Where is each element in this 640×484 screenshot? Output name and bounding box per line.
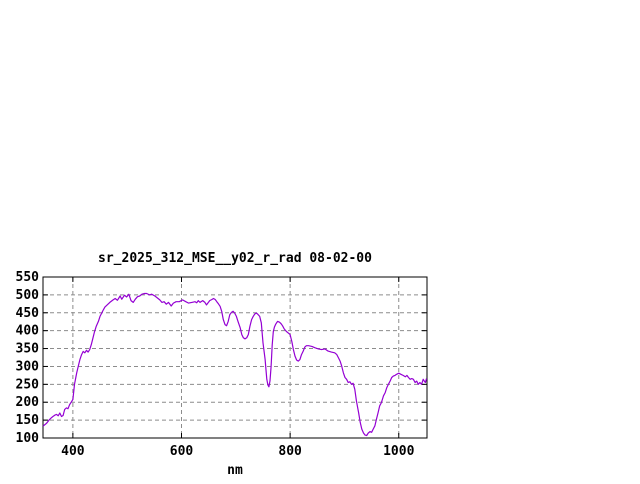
y-tick-label: 200 bbox=[16, 395, 40, 410]
x-tick-label: 400 bbox=[61, 444, 85, 459]
x-tick-label: 1000 bbox=[383, 444, 414, 459]
plot-border bbox=[42, 276, 428, 439]
x-tick-label: 800 bbox=[278, 444, 302, 459]
y-tick-label: 150 bbox=[16, 413, 40, 428]
chart-title: sr_2025_312_MSE__y02_r_rad 08-02-00 bbox=[98, 251, 372, 266]
y-tick-label: 500 bbox=[16, 288, 40, 303]
y-tick-label: 350 bbox=[16, 342, 40, 357]
x-axis-label: nm bbox=[227, 463, 243, 478]
y-tick-label: 400 bbox=[16, 324, 40, 339]
y-tick-label: 250 bbox=[16, 377, 40, 392]
y-tick-label: 450 bbox=[16, 306, 40, 321]
spectrum-line bbox=[42, 292, 428, 437]
y-tick-label: 550 bbox=[16, 270, 40, 285]
x-tick-label: 600 bbox=[170, 444, 194, 459]
y-tick-label: 100 bbox=[16, 431, 40, 446]
y-tick-label: 300 bbox=[16, 359, 40, 374]
